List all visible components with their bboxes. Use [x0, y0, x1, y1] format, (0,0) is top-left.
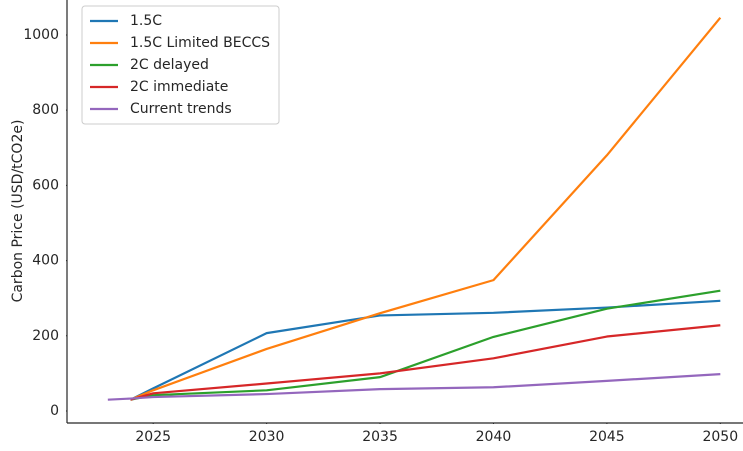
x-tick-label: 2030 [249, 429, 285, 445]
legend-label: Current trends [130, 101, 232, 117]
y-tick-label: 200 [32, 328, 59, 344]
y-axis-label: Carbon Price (USD/tCO2e) [10, 120, 26, 303]
legend-label: 1.5C [130, 13, 162, 29]
series-line [130, 16, 722, 401]
y-tick-label: 400 [32, 253, 59, 269]
legend-label: 1.5C Limited BECCS [130, 35, 270, 51]
series-line [130, 299, 721, 401]
legend-label: 2C delayed [130, 57, 209, 73]
y-tick-label: 600 [32, 177, 59, 193]
legend-box [81, 5, 280, 125]
x-tick-label: 2025 [135, 429, 171, 445]
series-line [130, 324, 721, 401]
y-tick-label: 0 [50, 403, 59, 419]
x-tick-label: 2035 [362, 429, 398, 445]
legend-label: 2C immediate [130, 79, 228, 95]
x-tick-label: 2050 [702, 429, 738, 445]
series-line [107, 373, 721, 401]
x-tick-label: 2045 [589, 429, 625, 445]
series-line [130, 289, 721, 401]
y-tick-label: 800 [32, 102, 59, 118]
x-tick-label: 2040 [476, 429, 512, 445]
y-tick-label: 1000 [23, 27, 59, 43]
